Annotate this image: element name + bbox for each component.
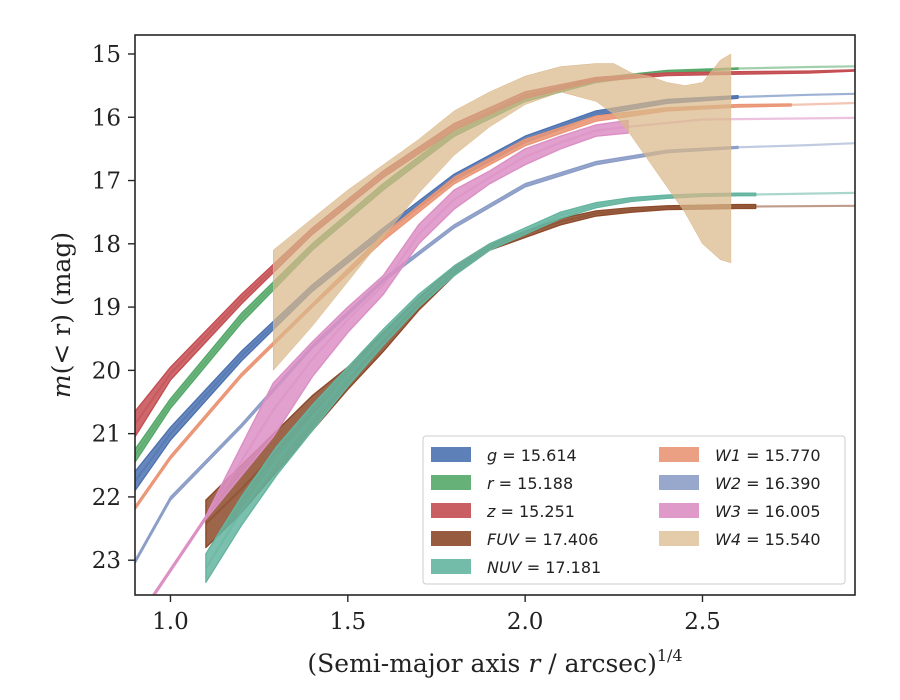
legend-entry-w3: W3 = 16.005 [659,502,821,521]
legend-label-value: = 15.188 [494,474,574,493]
legend-entry-fuv: FUV = 17.406 [431,530,598,549]
legend-label-var: r [487,474,495,493]
legend-label: W2 = 16.390 [715,474,821,493]
series-nuv-band [205,192,757,583]
series-w4-band [273,53,732,371]
legend-swatch [431,531,471,546]
legend-label: W3 = 16.005 [715,502,821,521]
legend-swatch [659,447,699,462]
y-tick-label: 20 [92,358,121,384]
legend-label-var: g [487,446,497,465]
legend-label-var: FUV [487,530,520,549]
x-tick-label: 2.0 [507,609,544,635]
legend-label: W4 = 15.540 [715,530,821,549]
legend-label-value: = 15.540 [741,530,821,549]
y-tick-label: 15 [92,42,121,68]
x-tick-label: 1.0 [152,609,189,635]
legend-label-var: NUV [487,558,523,577]
y-tick-label: 17 [92,169,121,195]
legend-swatch [431,503,471,518]
series-w3-band [151,119,629,595]
y-axis: 15 16 17 18 19 20 21 22 23 [92,42,135,574]
legend-label: W1 = 15.770 [715,446,821,465]
legend-entry-w1: W1 = 15.770 [659,446,821,465]
x-axis-label: (Semi-major axis r / arcsec)1/4 [307,646,682,678]
legend-label-var: W4 [715,530,741,549]
legend-label-value: = 15.770 [741,446,821,465]
x-axis-label-var: r [528,649,542,678]
x-axis-label-sup: 1/4 [657,646,683,665]
legend-entry-w4: W4 = 15.540 [659,530,821,549]
legend-label-value: = 17.406 [519,530,599,549]
x-tick-label: 1.5 [330,609,367,635]
y-tick-label: 22 [92,485,121,511]
legend-swatch [659,475,699,490]
plot-frame [134,34,856,596]
y-tick-label: 19 [92,295,121,321]
y-axis-label: m(< r) (mag) [47,232,76,398]
y-tick-label: 18 [92,232,121,258]
x-axis: 1.0 1.5 2.0 2.5 [152,595,721,635]
x-axis-label-tail: / arcsec) [540,649,657,678]
legend-label-var: W2 [715,474,741,493]
legend-swatch [659,503,699,518]
y-axis-label-main: m [47,374,76,398]
series-w3 [151,116,855,595]
legend-entry-w2: W2 = 16.390 [659,474,821,493]
legend-frame [422,435,846,585]
legend-label-value: = 16.390 [741,474,821,493]
x-tick-label: 2.5 [684,609,721,635]
series-layer [135,53,855,595]
x-axis-label-main: (Semi-major axis [307,649,528,678]
legend-label-value: = 15.614 [497,446,577,465]
legend-label-value: = 15.251 [495,502,575,521]
legend-swatch [431,559,471,574]
legend-label: NUV = 17.181 [487,558,601,577]
legend-entry-r: r = 15.188 [431,474,573,493]
legend-entry-nuv: NUV = 17.181 [431,558,601,577]
y-tick-label: 23 [92,548,121,574]
legend-label: r = 15.188 [487,474,573,493]
series-w4 [273,53,732,371]
legend-label-value: = 16.005 [741,502,821,521]
y-tick-label: 16 [92,105,121,131]
legend-label-var: z [486,502,496,521]
legend-entry-z: z = 15.251 [431,502,575,521]
legend-label: g = 15.614 [487,446,577,465]
legend-entry-g: g = 15.614 [431,446,577,465]
legend-label-var: W1 [715,446,741,465]
legend-label: z = 15.251 [486,502,575,521]
legend-swatch [659,531,699,546]
legend-label-var: W3 [715,502,741,521]
legend-label-value: = 17.181 [522,558,602,577]
y-axis-label-tail: (< r) (mag) [47,232,76,374]
legend-swatch [431,475,471,490]
legend-label: FUV = 17.406 [487,530,598,549]
legend-swatch [431,447,471,462]
y-tick-label: 21 [92,422,121,448]
